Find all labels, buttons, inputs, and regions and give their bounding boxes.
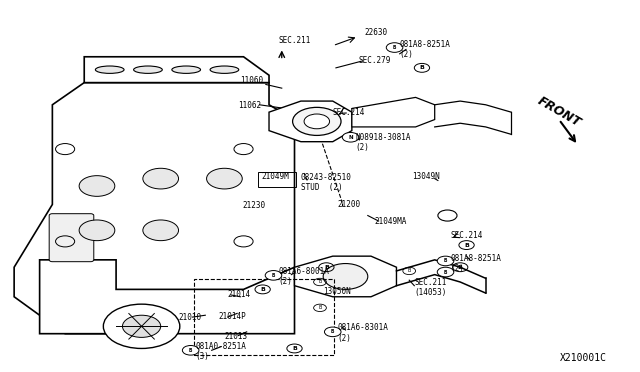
Text: 21014P: 21014P: [218, 312, 246, 321]
Circle shape: [304, 114, 330, 129]
Text: B: B: [393, 45, 396, 50]
Circle shape: [387, 43, 403, 52]
Text: B: B: [419, 65, 424, 70]
Polygon shape: [352, 97, 435, 127]
Text: N08918-3081A
(2): N08918-3081A (2): [355, 133, 410, 152]
Circle shape: [324, 327, 341, 337]
Text: B: B: [444, 270, 447, 275]
Text: B: B: [318, 279, 322, 285]
Text: SEC.214: SEC.214: [451, 231, 483, 240]
Text: B: B: [324, 265, 329, 270]
Circle shape: [342, 132, 359, 142]
Text: SEC.279: SEC.279: [358, 56, 390, 65]
Text: 11060: 11060: [241, 76, 264, 85]
Text: 13049N: 13049N: [412, 172, 440, 181]
Ellipse shape: [134, 66, 163, 73]
Circle shape: [437, 267, 454, 277]
Text: FRONT: FRONT: [535, 94, 583, 130]
Text: 21049MA: 21049MA: [374, 217, 406, 225]
Text: SEC.214: SEC.214: [333, 108, 365, 117]
Ellipse shape: [210, 66, 239, 73]
Polygon shape: [269, 101, 352, 142]
Circle shape: [265, 270, 282, 280]
Text: X210001C: X210001C: [560, 353, 607, 363]
Text: 11062: 11062: [239, 101, 262, 110]
Text: 081A8-8251A
(2): 081A8-8251A (2): [399, 40, 451, 59]
Circle shape: [437, 256, 454, 266]
Circle shape: [103, 304, 180, 349]
Text: 081A6-8301A
(2): 081A6-8301A (2): [338, 323, 388, 343]
Text: 081A8-8251A
(2): 081A8-8251A (2): [451, 254, 502, 273]
Circle shape: [292, 108, 341, 135]
Text: 21230: 21230: [243, 201, 266, 210]
Circle shape: [323, 263, 368, 289]
Text: 21014: 21014: [228, 290, 251, 299]
Polygon shape: [294, 256, 396, 297]
Text: B: B: [331, 329, 334, 334]
Ellipse shape: [95, 66, 124, 73]
Text: B: B: [464, 243, 469, 248]
Polygon shape: [14, 83, 294, 334]
Ellipse shape: [172, 66, 200, 73]
Text: 22630: 22630: [365, 28, 388, 37]
Text: 21049M: 21049M: [261, 172, 289, 181]
Circle shape: [207, 168, 243, 189]
Circle shape: [122, 315, 161, 337]
Text: N: N: [348, 135, 353, 140]
Text: 08243-82510
STUD  (2): 08243-82510 STUD (2): [301, 173, 352, 192]
Circle shape: [182, 346, 199, 355]
Text: B: B: [318, 305, 322, 310]
Text: B: B: [292, 346, 297, 351]
Circle shape: [143, 220, 179, 241]
Text: 21010: 21010: [179, 312, 202, 321]
Text: 13050N: 13050N: [323, 287, 351, 296]
Text: 081A0-8251A
(3): 081A0-8251A (3): [196, 342, 246, 361]
Circle shape: [79, 220, 115, 241]
Text: B: B: [408, 269, 411, 273]
Text: 21013: 21013: [225, 332, 248, 341]
Text: 081A6-8001A
(2): 081A6-8001A (2): [278, 267, 330, 286]
Circle shape: [143, 168, 179, 189]
Text: B: B: [260, 287, 265, 292]
Text: B: B: [458, 265, 463, 270]
Text: SEC.211: SEC.211: [278, 36, 311, 45]
Text: B: B: [189, 348, 192, 353]
FancyBboxPatch shape: [49, 214, 94, 262]
Polygon shape: [40, 260, 294, 334]
Text: SEC.211
(14053): SEC.211 (14053): [414, 278, 447, 297]
Circle shape: [79, 176, 115, 196]
Text: B: B: [272, 273, 275, 278]
Text: B: B: [444, 259, 447, 263]
Polygon shape: [84, 57, 269, 83]
Text: 21200: 21200: [338, 200, 361, 209]
